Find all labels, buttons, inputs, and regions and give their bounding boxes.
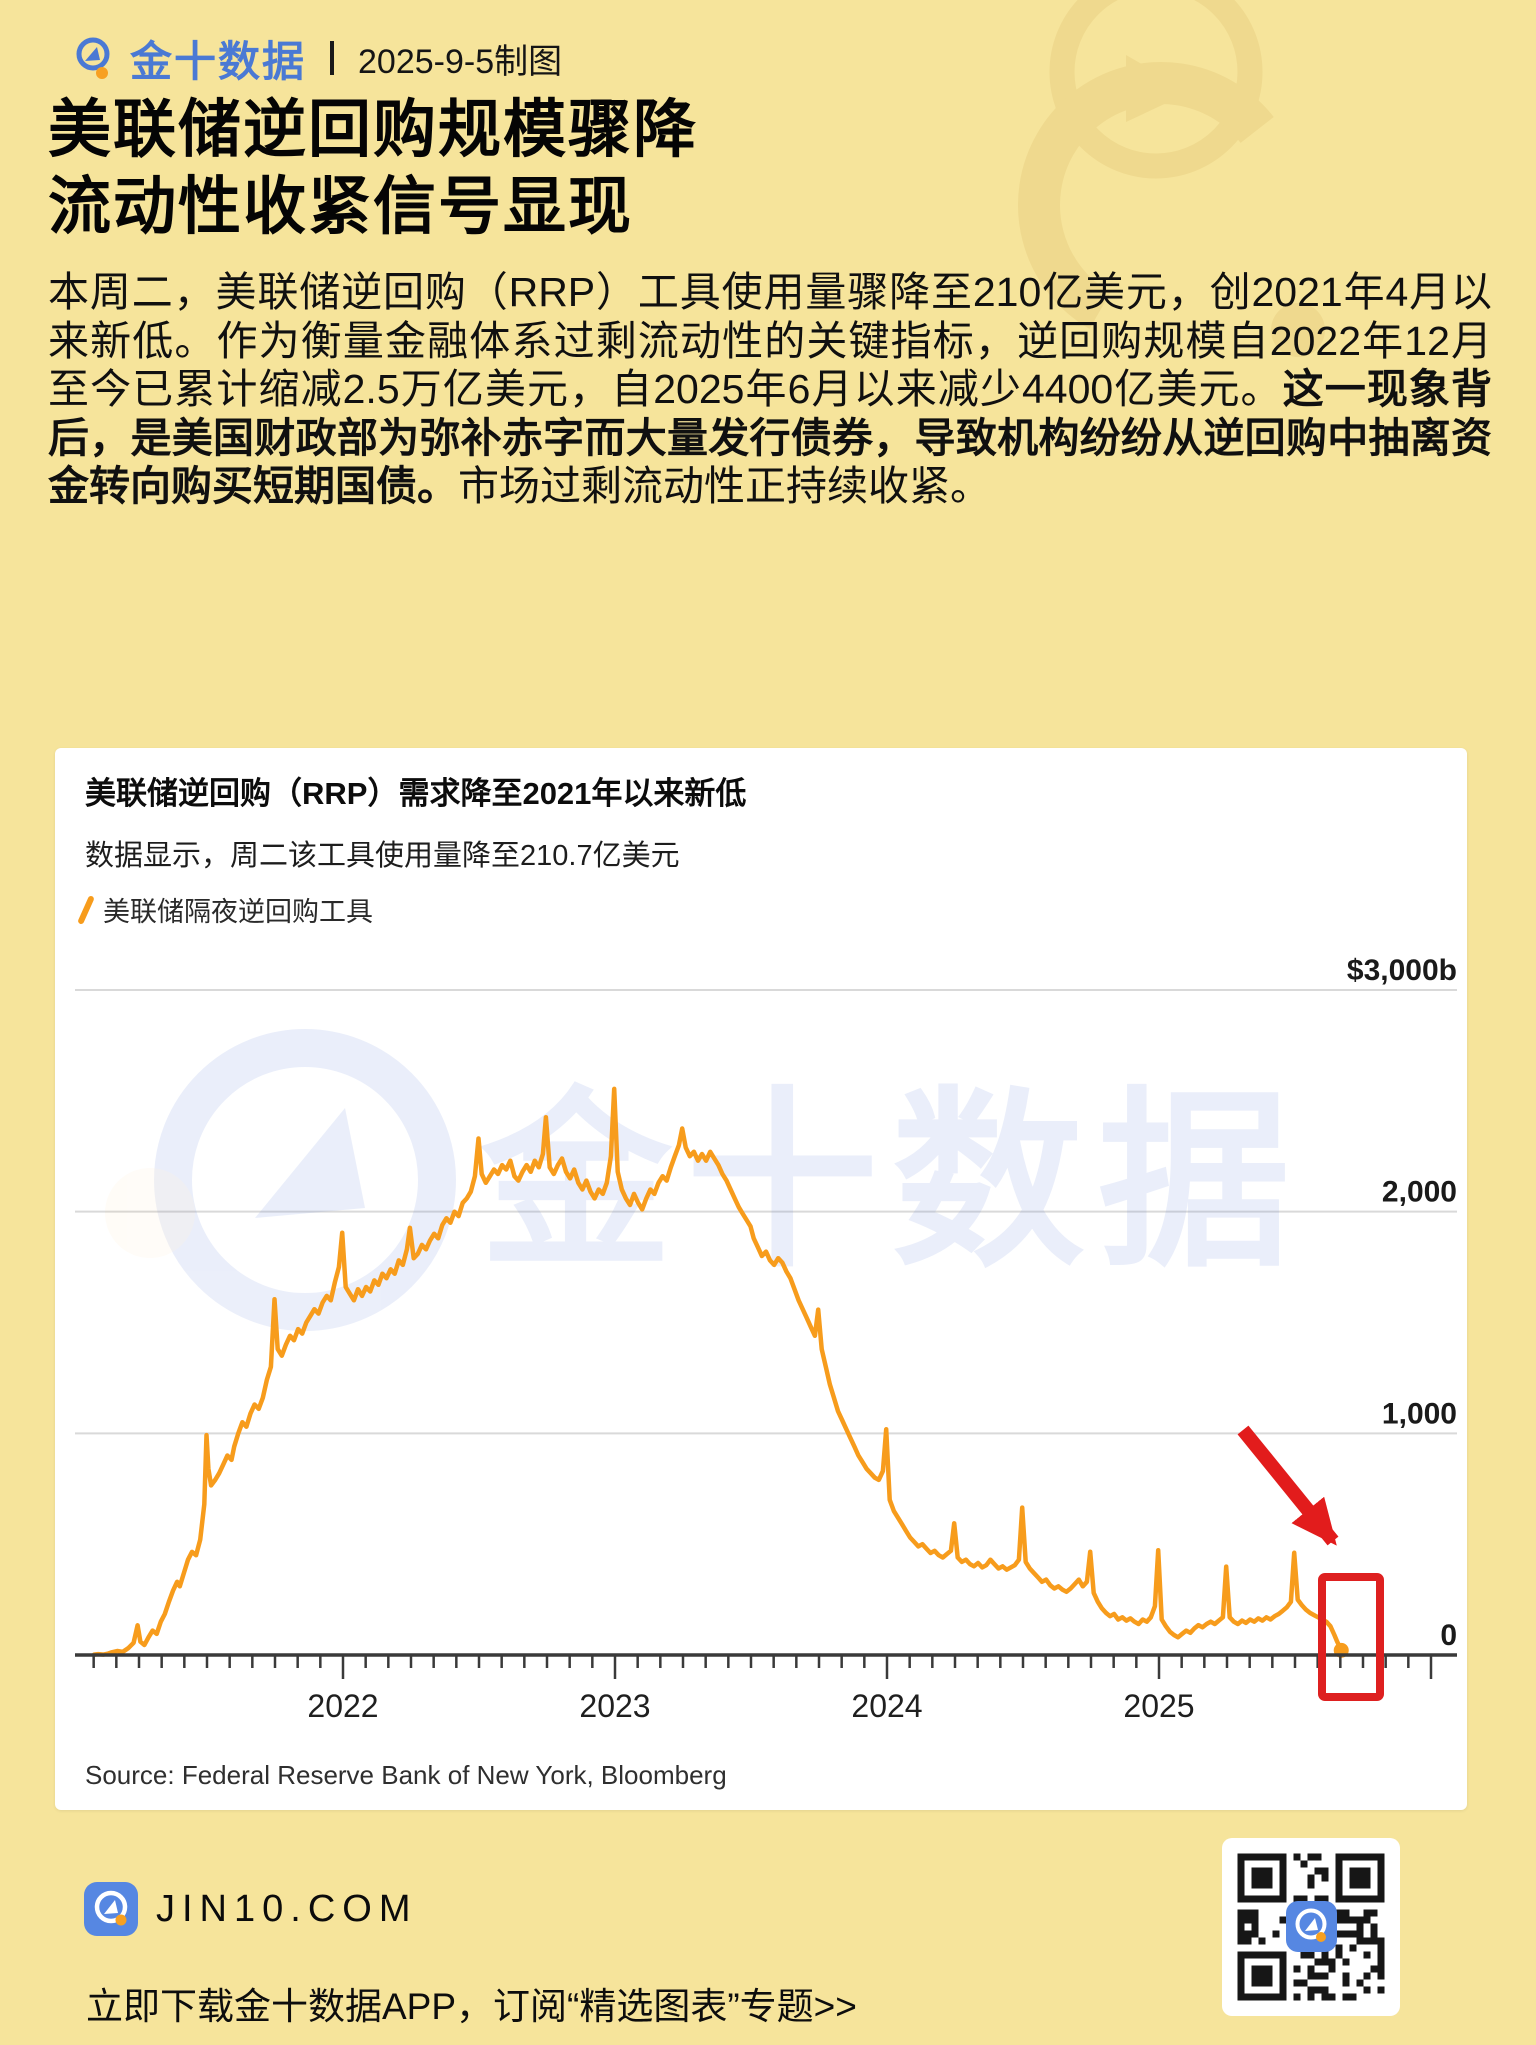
alert-arrow-icon — [1237, 1425, 1339, 1546]
rrp-line-chart: 金十数据 2022 2023 2024 2025 $3,000b 2,000 1,000 0 — [75, 954, 1457, 1724]
x-tick-label-2022: 2022 — [307, 1688, 378, 1724]
chart-date-note: 2025-9-5制图 — [358, 42, 563, 81]
lowest-point-highlight-box — [1318, 1573, 1384, 1701]
y-tick-label-2000: 2,000 — [1382, 1176, 1457, 1209]
chart-card: 金十数据 2022 2023 2024 2025 $3,000b 2,000 1,000 0 美… — [55, 748, 1467, 1810]
brand-logo-text: 金十数据 — [130, 37, 307, 85]
x-tick-label-2024: 2024 — [851, 1688, 922, 1724]
chart-legend: 美联储隔夜逆回购工具 — [77, 890, 373, 929]
y-tick-label-0: 0 — [1440, 1619, 1457, 1652]
chart-brand-watermark: 金十数据 — [154, 1029, 1304, 1331]
paragraph-segment-regular-2: 市场过剩流动性正持续收紧。 — [458, 463, 991, 510]
footer-brand: JIN10.COM — [84, 1882, 417, 1936]
title-line-2: 流动性收紧信号显现 — [48, 171, 633, 242]
chart-title: 美联储逆回购（RRP）需求降至2021年以来新低 — [85, 776, 747, 811]
legend-label: 美联储隔夜逆回购工具 — [103, 897, 373, 927]
paragraph-segment-bold: 这一现象背后，是美国财政部为弥补赤字而大量发行债券，导致机构纷纷从逆回购中抽离资… — [48, 366, 1492, 510]
x-tick-label-2025: 2025 — [1123, 1688, 1194, 1724]
title-line-1: 美联储逆回购规模骤降 — [48, 95, 698, 165]
header-divider — [330, 41, 335, 75]
jin10-logo-icon — [76, 37, 110, 79]
y-tick-label-3000: $3,000b — [1347, 954, 1457, 987]
app-promo-link[interactable]: 立即下载金十数据APP，订阅“精选图表”专题>> — [86, 1986, 857, 2027]
y-tick-label-1000: 1,000 — [1382, 1397, 1457, 1430]
svg-text:金十数据: 金十数据 — [479, 1074, 1304, 1289]
header: 金十数据 2025-9-5制图 — [72, 30, 562, 86]
body-paragraph: 本周二，美联储逆回购（RRP）工具使用量骤降至210亿美元，创2021年4月以来… — [48, 268, 1492, 511]
rrp-series-line — [91, 1086, 1344, 1657]
page-title: 美联储逆回购规模骤降 流动性收紧信号显现 — [48, 92, 1498, 246]
site-url[interactable]: JIN10.COM — [156, 1887, 418, 1930]
x-tick-label-2023: 2023 — [579, 1688, 650, 1724]
chart-subtitle: 数据显示，周二该工具使用量降至210.7亿美元 — [85, 840, 680, 872]
qr-code[interactable] — [1222, 1838, 1400, 2016]
chart-source: Source: Federal Reserve Bank of New York… — [85, 1760, 727, 1790]
paragraph-segment-regular: 本周二，美联储逆回购（RRP）工具使用量骤降至210亿美元，创2021年4月以来… — [48, 269, 1492, 413]
jin10-app-icon — [84, 1882, 138, 1936]
